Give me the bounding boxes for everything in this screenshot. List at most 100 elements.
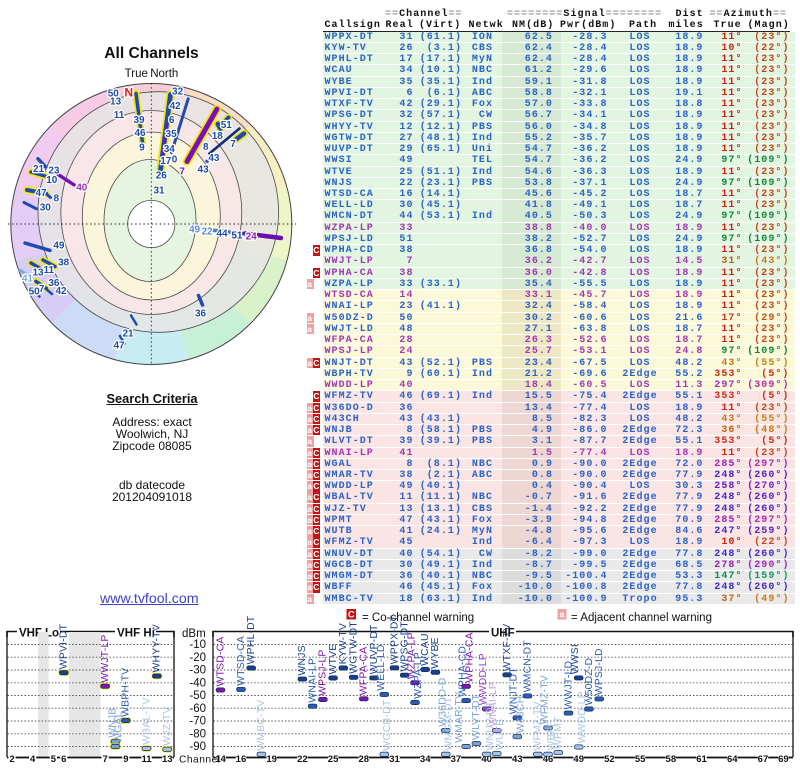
svg-text:8: 8 — [203, 142, 209, 153]
svg-text:C: C — [348, 610, 355, 620]
svg-text:WMGM-DT: WMGM-DT — [444, 696, 455, 750]
svg-text:22: 22 — [201, 227, 213, 238]
svg-text:67: 67 — [758, 754, 769, 765]
svg-text:WPPX-DT: WPPX-DT — [389, 614, 400, 664]
svg-text:10: 10 — [46, 175, 58, 186]
svg-text:-80: -80 — [189, 728, 206, 740]
svg-text:WWSI: WWSI — [570, 644, 581, 674]
svg-text:WPVI-DT: WPVI-DT — [59, 623, 70, 669]
svg-text:WGTW-DT: WGTW-DT — [348, 621, 359, 674]
svg-text:W43CH: W43CH — [516, 696, 527, 733]
svg-text:7: 7 — [230, 139, 236, 150]
svg-text:13: 13 — [32, 268, 44, 279]
svg-text:WNJT-DT: WNJT-DT — [509, 667, 520, 714]
svg-text:50: 50 — [29, 286, 41, 297]
svg-text:= Co-channel warning: = Co-channel warning — [362, 612, 474, 624]
svg-text:WBPH-TV: WBPH-TV — [121, 668, 132, 717]
svg-text:0: 0 — [172, 154, 178, 165]
svg-text:13: 13 — [110, 97, 122, 108]
svg-text:11: 11 — [114, 110, 125, 121]
svg-text:47: 47 — [113, 341, 125, 352]
svg-text:7: 7 — [179, 167, 185, 178]
svg-text:W36DO-D: W36DO-D — [438, 677, 449, 726]
svg-text:WZPA-LP: WZPA-LP — [413, 652, 424, 699]
svg-text:WPSG-DT: WPSG-DT — [400, 621, 411, 672]
svg-text:a: a — [559, 610, 565, 620]
svg-text:WPSJ-LD: WPSJ-LD — [594, 648, 605, 695]
svg-text:6: 6 — [169, 115, 175, 126]
svg-text:WPHL-DT: WPHL-DT — [246, 615, 257, 664]
svg-text:WPMT: WPMT — [553, 716, 564, 749]
svg-text:43: 43 — [512, 754, 523, 765]
svg-text:-30: -30 — [189, 665, 206, 677]
svg-text:19: 19 — [266, 754, 277, 765]
svg-text:37: 37 — [451, 754, 462, 765]
svg-text:WZPA-LP: WZPA-LP — [406, 632, 417, 679]
svg-text:WFPA-CA: WFPA-CA — [359, 647, 370, 696]
svg-text:14: 14 — [215, 754, 226, 765]
svg-text:61: 61 — [696, 754, 707, 765]
svg-text:55: 55 — [635, 754, 646, 765]
svg-text:WBFF: WBFF — [546, 720, 557, 750]
svg-text:24: 24 — [246, 232, 258, 243]
svg-text:39: 39 — [133, 115, 145, 126]
svg-text:WNAI-LP: WNAI-LP — [488, 682, 499, 727]
svg-text:WPHA-CD: WPHA-CD — [458, 646, 469, 697]
svg-text:51: 51 — [231, 231, 243, 242]
svg-text:WTSD-CA: WTSD-CA — [236, 636, 247, 686]
svg-text:N: N — [124, 85, 133, 99]
svg-text:28: 28 — [359, 754, 370, 765]
svg-text:34: 34 — [164, 144, 176, 155]
svg-text:WFMZ-TV: WFMZ-TV — [539, 675, 550, 724]
svg-text:KYW-TV: KYW-TV — [338, 623, 349, 664]
svg-text:WFMZ-TV: WFMZ-TV — [533, 701, 544, 750]
svg-text:36: 36 — [195, 309, 207, 320]
svg-text:30: 30 — [40, 203, 52, 214]
svg-text:WNAI-LP: WNAI-LP — [307, 658, 318, 703]
svg-text:34: 34 — [420, 754, 431, 765]
svg-text:40: 40 — [76, 183, 88, 194]
svg-text:21: 21 — [122, 329, 134, 340]
svg-text:WWJT-LP: WWJT-LP — [100, 634, 111, 682]
svg-text:38: 38 — [58, 257, 70, 268]
svg-text:11: 11 — [142, 754, 153, 765]
svg-text:WJZ-TV: WJZ-TV — [162, 706, 173, 745]
svg-text:43: 43 — [198, 165, 210, 176]
svg-text:WMBC-TV: WMBC-TV — [256, 700, 267, 751]
svg-text:-50: -50 — [189, 690, 206, 702]
svg-text:-70: -70 — [189, 716, 206, 728]
svg-text:WHYY-TV: WHYY-TV — [152, 624, 163, 672]
svg-text:WGCB-DT: WGCB-DT — [382, 699, 393, 750]
svg-text:43: 43 — [208, 153, 220, 164]
svg-text:WLVT-DT: WLVT-DT — [471, 693, 482, 740]
svg-text:WPSJ-LP: WPSJ-LP — [318, 649, 329, 695]
svg-text:-10: -10 — [189, 639, 206, 651]
svg-text:17: 17 — [160, 156, 172, 167]
svg-text:WCAU: WCAU — [420, 633, 431, 666]
svg-text:8: 8 — [54, 194, 60, 205]
svg-text:41: 41 — [22, 273, 34, 284]
svg-text:40: 40 — [481, 754, 492, 765]
svg-text:VHF Hi: VHF Hi — [117, 628, 155, 640]
svg-text:32: 32 — [172, 86, 184, 97]
svg-text:46: 46 — [543, 754, 554, 765]
svg-text:4: 4 — [30, 754, 36, 765]
svg-text:49: 49 — [189, 224, 201, 235]
svg-text:WPHA-CA: WPHA-CA — [464, 632, 475, 682]
svg-text:7: 7 — [39, 284, 45, 295]
svg-text:-60: -60 — [189, 703, 206, 715]
svg-text:64: 64 — [727, 754, 738, 765]
svg-text:22: 22 — [297, 754, 308, 765]
svg-text:WMCN-DT: WMCN-DT — [522, 640, 533, 693]
svg-text:42: 42 — [170, 101, 182, 112]
svg-text:36: 36 — [48, 278, 60, 289]
svg-text:69: 69 — [778, 754, 789, 765]
svg-text:31: 31 — [153, 185, 165, 196]
svg-text:6: 6 — [61, 754, 66, 765]
svg-text:WMAR-TV: WMAR-TV — [454, 692, 465, 743]
svg-text:WELL-LD: WELL-LD — [376, 644, 387, 690]
svg-text:WTXF-TV: WTXF-TV — [502, 624, 513, 672]
svg-text:42: 42 — [55, 286, 67, 297]
svg-text:-90: -90 — [189, 741, 206, 753]
svg-text:44: 44 — [216, 229, 228, 240]
